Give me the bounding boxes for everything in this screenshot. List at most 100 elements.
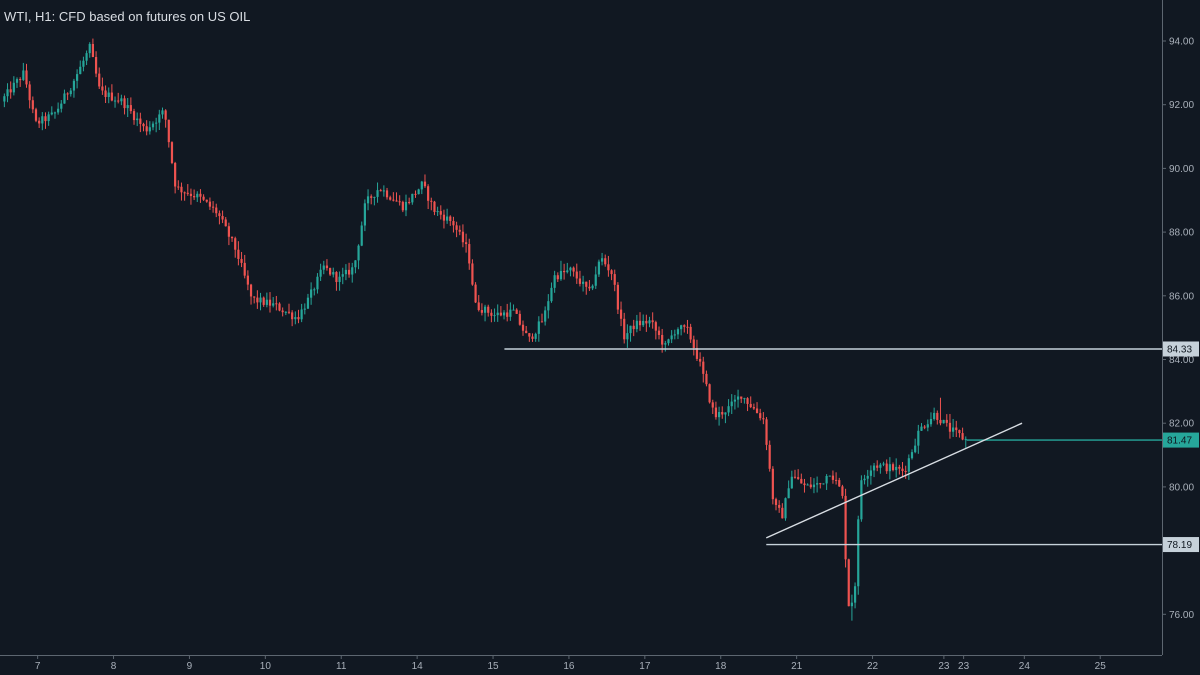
candle-body [401,201,404,211]
price-marker-bg [1163,341,1199,357]
candle-body [136,118,139,121]
candle [142,122,145,132]
candle-body [939,419,942,424]
candle [107,87,110,104]
candle [850,594,854,621]
candle [240,251,243,268]
candle [781,503,784,519]
candle-body [898,466,901,469]
candle-body [322,265,325,270]
candle [591,284,594,291]
candle-body [19,79,22,81]
candle-body [155,122,158,124]
candle [765,417,768,451]
candle-body [268,299,272,306]
candle [797,469,800,480]
y-tick-label: 86.00 [1169,291,1194,302]
candle [148,121,151,135]
candle [50,106,53,116]
candle [347,262,351,278]
candle [768,440,771,472]
candle-body [604,258,607,265]
candle-body [199,193,202,197]
candle-body [762,418,765,420]
candle [578,270,582,287]
candle [480,303,483,316]
candle-body [689,326,692,340]
candle [430,197,433,211]
candle [689,323,692,343]
candle-body [923,426,926,428]
candle [626,324,629,348]
candle-body [872,465,876,471]
candle [325,259,329,271]
candle [382,185,385,197]
candle [825,474,828,490]
candle [243,254,246,279]
x-tick-label: 22 [867,661,879,672]
x-tick-label: 23 [958,661,970,672]
candle [66,92,69,101]
candle-body [433,201,436,212]
candle-body [79,66,82,75]
candle [610,269,613,281]
candle-body [44,116,47,122]
candle [686,319,689,334]
candle-body [531,336,534,339]
candle [253,296,256,304]
candle [6,83,9,103]
candle [215,203,218,218]
candle-body [506,312,509,317]
y-tick-label: 94.00 [1169,37,1194,48]
candle [885,459,888,474]
candle [629,325,632,342]
candle [442,209,446,229]
candle [907,454,910,480]
candle-body [193,196,196,198]
candle [389,195,392,201]
candle-body [414,193,417,195]
candle [917,424,920,454]
candle [531,333,534,342]
candle [186,184,189,196]
candle [616,282,619,315]
candle-body [237,249,240,259]
candle [94,51,98,78]
trendline[interactable] [765,422,1023,539]
candle [933,407,936,421]
candle-body [427,186,430,201]
price-marker-label: 78.19 [1167,540,1192,551]
candle-body [895,466,898,471]
candle [607,255,610,277]
candle-body [724,412,727,415]
candle [193,189,196,201]
candle-body [759,413,762,419]
candle [44,112,47,129]
candle-body [964,438,967,440]
x-tick-label: 16 [563,661,575,672]
candle [208,197,212,210]
candle [351,262,354,283]
candle-body [158,114,161,123]
candle [487,304,490,317]
candle-body [123,98,126,109]
y-tick-label: 92.00 [1169,100,1194,111]
candle [338,271,341,291]
candle-body [34,109,38,121]
candle [711,399,714,414]
candle-body [512,309,515,311]
candle [28,81,31,109]
candle [370,194,373,205]
candle [904,465,907,479]
candle [110,84,113,102]
candle-body [408,201,411,203]
candle-body [850,602,854,607]
candle [540,313,544,323]
candle-body [540,321,544,323]
candle [800,473,803,484]
candle-body [670,335,673,340]
price-axis-ticks: 94.00 92.00 90.00 88.00 86.00 84.00 82.00 80.00… [1162,37,1194,621]
candle-body [202,196,205,200]
candle-body [559,270,563,280]
